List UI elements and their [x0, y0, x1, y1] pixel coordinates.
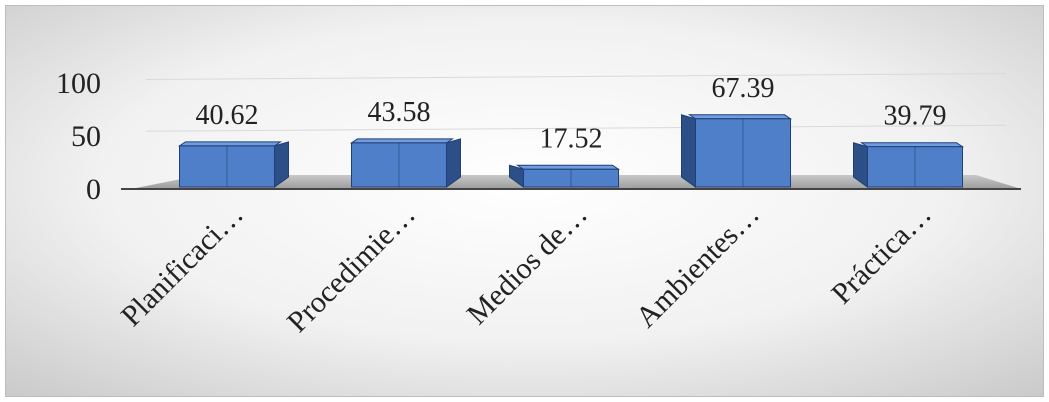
gridline: [145, 73, 1007, 80]
y-tick-label: 100: [56, 67, 101, 100]
bar-side-face: [681, 114, 696, 188]
bar-top-face: [177, 141, 283, 147]
bar-2: [349, 138, 461, 188]
data-labels: 40.62 43.58 17.52 67.39 39.79: [196, 73, 947, 154]
bar-1: [177, 141, 289, 188]
data-label: 67.39: [712, 73, 775, 104]
gridlines: [145, 73, 1007, 132]
y-axis-tick-labels: 0 50 100: [56, 67, 101, 206]
bar-top-face: [349, 138, 455, 144]
bar-4: [681, 114, 793, 188]
chart-frame: 0 50 100 40.62 43.58 17.52 67.39 39.79 Planifi…: [5, 5, 1044, 397]
data-label: 40.62: [196, 100, 259, 131]
bar-top-face: [515, 164, 621, 170]
data-label: 39.79: [884, 101, 947, 132]
bar-3: [509, 164, 621, 188]
chart-background: [6, 6, 1043, 396]
gridline: [145, 124, 1007, 132]
y-tick-label: 50: [71, 120, 101, 153]
data-label: 43.58: [368, 97, 431, 128]
bar-5: [853, 142, 965, 188]
bar-top-face: [687, 114, 793, 120]
bars: [177, 114, 965, 188]
data-label: 17.52: [540, 123, 603, 154]
bar-top-face: [859, 142, 965, 148]
y-tick-label: 0: [86, 173, 101, 206]
